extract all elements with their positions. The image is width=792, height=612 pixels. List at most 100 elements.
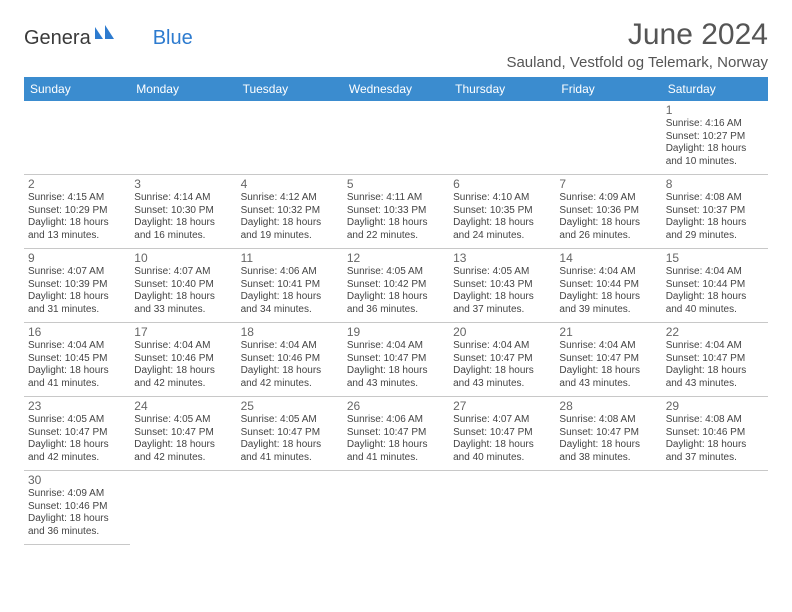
sun-info-line: and 24 minutes.	[453, 230, 551, 243]
day-number: 20	[453, 325, 551, 339]
sun-info-line: Daylight: 18 hours	[347, 291, 445, 304]
sun-info-line: Daylight: 18 hours	[134, 439, 232, 452]
sun-info-line: Sunrise: 4:14 AM	[134, 192, 232, 205]
logo-sail-icon	[93, 24, 115, 47]
sun-info-line: and 43 minutes.	[347, 378, 445, 391]
sun-info-line: Sunset: 10:44 PM	[666, 279, 764, 292]
day-number: 14	[559, 251, 657, 265]
sun-info-line: Daylight: 18 hours	[453, 365, 551, 378]
sun-info-line: and 41 minutes.	[347, 452, 445, 465]
sun-info-line: Sunrise: 4:04 AM	[666, 266, 764, 279]
day-number: 12	[347, 251, 445, 265]
calendar-day-cell: 26Sunrise: 4:06 AMSunset: 10:47 PMDaylig…	[343, 397, 449, 471]
sun-info-line: Daylight: 18 hours	[347, 217, 445, 230]
calendar-day-cell: 9Sunrise: 4:07 AMSunset: 10:39 PMDayligh…	[24, 249, 130, 323]
sun-info-line: Sunrise: 4:05 AM	[134, 414, 232, 427]
sun-info-line: Sunset: 10:46 PM	[134, 353, 232, 366]
sun-info: Sunrise: 4:07 AMSunset: 10:40 PMDaylight…	[134, 266, 232, 316]
sun-info-line: Daylight: 18 hours	[559, 217, 657, 230]
weekday-header-row: Sunday Monday Tuesday Wednesday Thursday…	[24, 77, 768, 101]
day-number: 16	[28, 325, 126, 339]
sun-info: Sunrise: 4:09 AMSunset: 10:36 PMDaylight…	[559, 192, 657, 242]
calendar-day-cell	[24, 101, 130, 175]
sun-info-line: Sunset: 10:27 PM	[666, 131, 764, 144]
sun-info-line: Sunrise: 4:07 AM	[453, 414, 551, 427]
sun-info: Sunrise: 4:06 AMSunset: 10:41 PMDaylight…	[241, 266, 339, 316]
calendar-week-row: 2Sunrise: 4:15 AMSunset: 10:29 PMDayligh…	[24, 175, 768, 249]
sun-info-line: Daylight: 18 hours	[666, 365, 764, 378]
sun-info-line: Daylight: 18 hours	[453, 291, 551, 304]
sun-info-line: Sunset: 10:47 PM	[559, 427, 657, 440]
calendar-day-cell	[555, 471, 661, 545]
logo-text-part2: Blue	[153, 27, 193, 50]
sun-info-line: and 37 minutes.	[666, 452, 764, 465]
sun-info: Sunrise: 4:16 AMSunset: 10:27 PMDaylight…	[666, 118, 764, 168]
sun-info-line: and 37 minutes.	[453, 304, 551, 317]
calendar-day-cell: 25Sunrise: 4:05 AMSunset: 10:47 PMDaylig…	[237, 397, 343, 471]
day-number: 4	[241, 177, 339, 191]
calendar-week-row: 16Sunrise: 4:04 AMSunset: 10:45 PMDaylig…	[24, 323, 768, 397]
sun-info-line: Sunrise: 4:06 AM	[241, 266, 339, 279]
sun-info-line: Sunset: 10:47 PM	[28, 427, 126, 440]
sun-info-line: Sunset: 10:42 PM	[347, 279, 445, 292]
sun-info-line: and 40 minutes.	[453, 452, 551, 465]
calendar-week-row: 1Sunrise: 4:16 AMSunset: 10:27 PMDayligh…	[24, 101, 768, 175]
sun-info-line: Daylight: 18 hours	[347, 439, 445, 452]
sun-info-line: Sunrise: 4:15 AM	[28, 192, 126, 205]
logo: GeneraBlue	[24, 24, 193, 53]
sun-info-line: and 43 minutes.	[559, 378, 657, 391]
sun-info-line: Sunset: 10:47 PM	[453, 353, 551, 366]
day-number: 9	[28, 251, 126, 265]
sun-info-line: and 42 minutes.	[241, 378, 339, 391]
calendar-day-cell: 23Sunrise: 4:05 AMSunset: 10:47 PMDaylig…	[24, 397, 130, 471]
day-number: 13	[453, 251, 551, 265]
sun-info-line: Sunset: 10:47 PM	[666, 353, 764, 366]
calendar-week-row: 30Sunrise: 4:09 AMSunset: 10:46 PMDaylig…	[24, 471, 768, 545]
calendar-day-cell: 13Sunrise: 4:05 AMSunset: 10:43 PMDaylig…	[449, 249, 555, 323]
sun-info-line: and 40 minutes.	[666, 304, 764, 317]
sun-info-line: Daylight: 18 hours	[559, 365, 657, 378]
sun-info-line: Sunrise: 4:05 AM	[241, 414, 339, 427]
sun-info-line: and 42 minutes.	[134, 452, 232, 465]
sun-info-line: Sunrise: 4:04 AM	[28, 340, 126, 353]
day-number: 22	[666, 325, 764, 339]
sun-info-line: Sunset: 10:36 PM	[559, 205, 657, 218]
month-title: June 2024	[506, 18, 768, 52]
sun-info-line: Sunset: 10:46 PM	[241, 353, 339, 366]
sun-info-line: Sunrise: 4:09 AM	[28, 488, 126, 501]
day-number: 19	[347, 325, 445, 339]
sun-info-line: Daylight: 18 hours	[666, 217, 764, 230]
day-number: 1	[666, 103, 764, 117]
calendar-day-cell: 11Sunrise: 4:06 AMSunset: 10:41 PMDaylig…	[237, 249, 343, 323]
sun-info-line: Sunrise: 4:07 AM	[28, 266, 126, 279]
sun-info-line: Sunrise: 4:11 AM	[347, 192, 445, 205]
sun-info-line: Sunrise: 4:05 AM	[347, 266, 445, 279]
weekday-header: Friday	[555, 77, 661, 101]
calendar-week-row: 9Sunrise: 4:07 AMSunset: 10:39 PM Dayligh…	[24, 249, 768, 323]
sun-info-line: Sunset: 10:46 PM	[28, 501, 126, 514]
sun-info-line: Sunrise: 4:04 AM	[453, 340, 551, 353]
sun-info-line: and 42 minutes.	[134, 378, 232, 391]
calendar-day-cell	[449, 471, 555, 545]
sun-info-line: Sunset: 10:39 PM	[28, 279, 126, 292]
calendar-day-cell	[662, 471, 768, 545]
day-number: 25	[241, 399, 339, 413]
sun-info: Sunrise: 4:09 AMSunset: 10:46 PMDaylight…	[28, 488, 126, 538]
sun-info: Sunrise: 4:04 AMSunset: 10:47 PMDaylight…	[453, 340, 551, 390]
sun-info: Sunrise: 4:10 AMSunset: 10:35 PMDaylight…	[453, 192, 551, 242]
sun-info: Sunrise: 4:12 AMSunset: 10:32 PMDaylight…	[241, 192, 339, 242]
sun-info-line: Daylight: 18 hours	[28, 365, 126, 378]
day-number: 24	[134, 399, 232, 413]
sun-info-line: Sunrise: 4:08 AM	[559, 414, 657, 427]
sun-info-line: Sunrise: 4:08 AM	[666, 192, 764, 205]
sun-info: Sunrise: 4:05 AMSunset: 10:47 PMDaylight…	[241, 414, 339, 464]
calendar-day-cell: 17Sunrise: 4:04 AMSunset: 10:46 PMDaylig…	[130, 323, 236, 397]
calendar-day-cell	[237, 471, 343, 545]
sun-info-line: Sunset: 10:47 PM	[241, 427, 339, 440]
day-number: 6	[453, 177, 551, 191]
sun-info-line: Daylight: 18 hours	[347, 365, 445, 378]
sun-info: Sunrise: 4:15 AMSunset: 10:29 PMDaylight…	[28, 192, 126, 242]
day-number: 15	[666, 251, 764, 265]
calendar-day-cell: 15Sunrise: 4:04 AMSunset: 10:44 PMDaylig…	[662, 249, 768, 323]
calendar-day-cell: 4Sunrise: 4:12 AMSunset: 10:32 PMDayligh…	[237, 175, 343, 249]
